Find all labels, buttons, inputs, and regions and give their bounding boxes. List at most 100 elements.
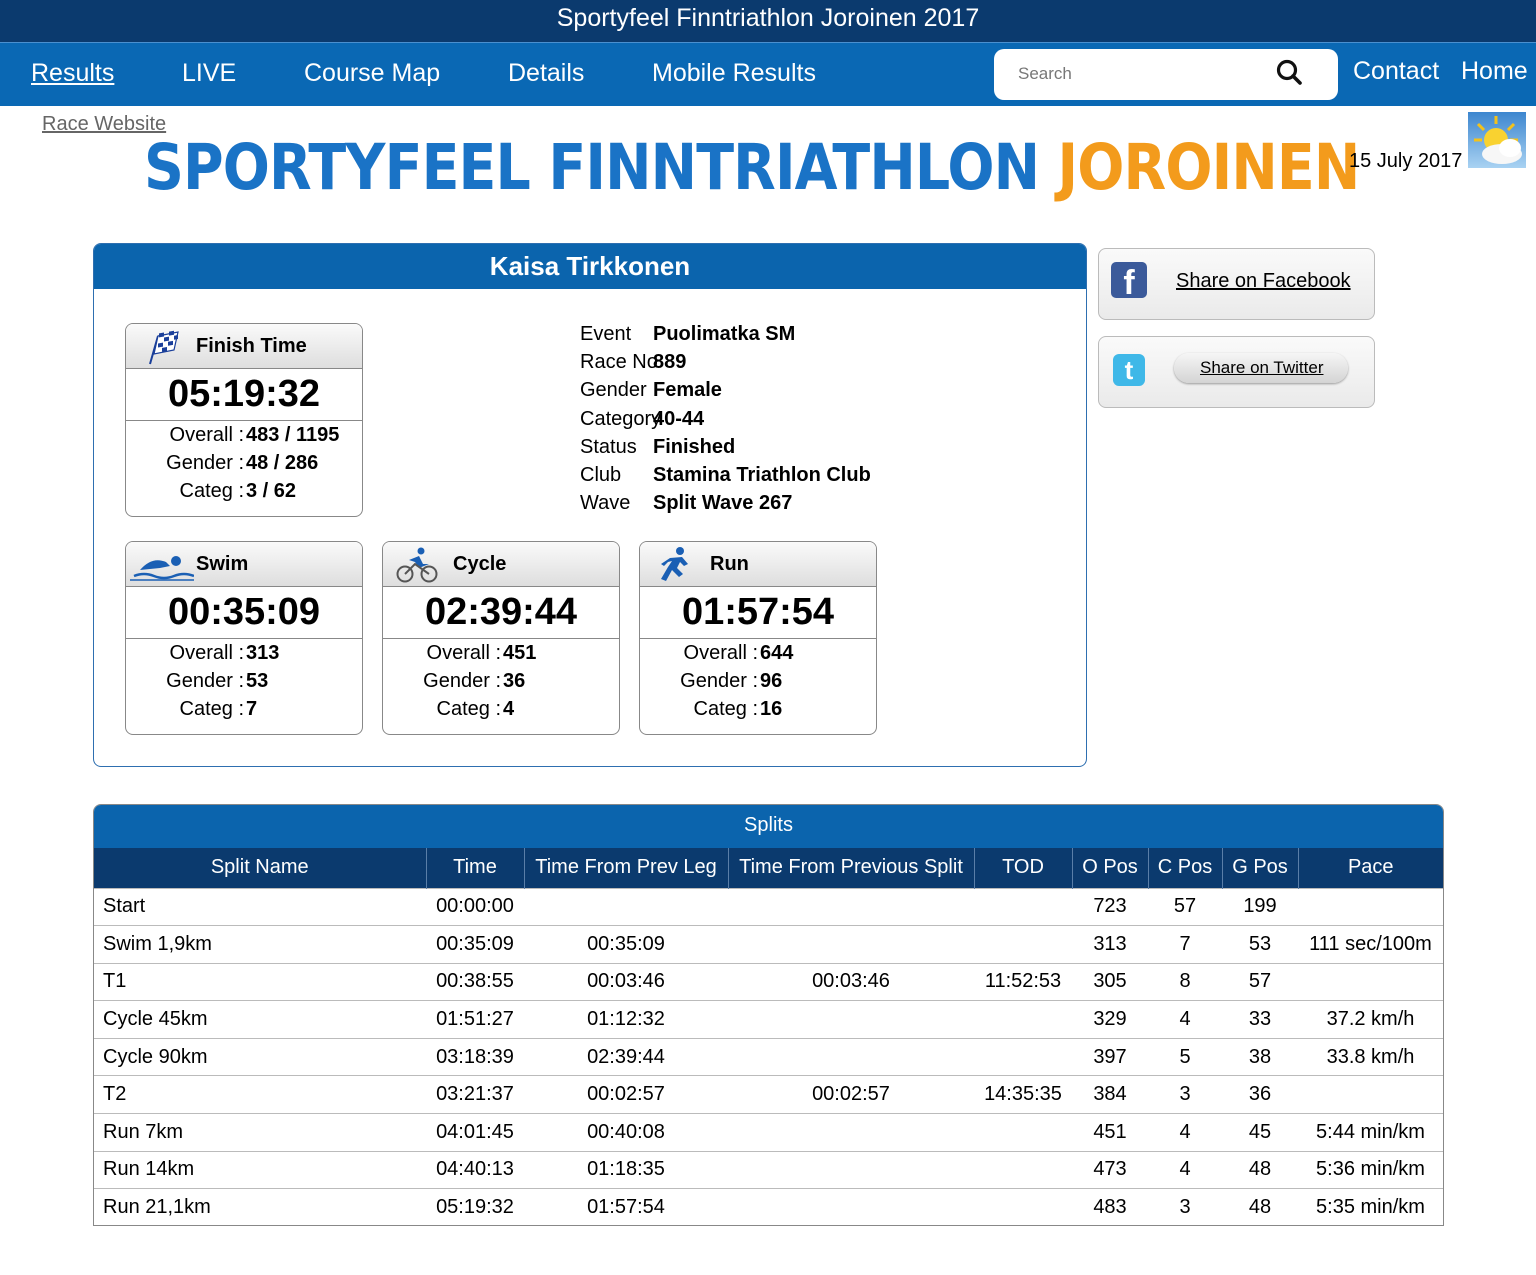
split-time-prev-split: 00:03:46	[728, 962, 974, 1001]
col-time: Time	[426, 848, 525, 888]
facebook-icon[interactable]: f	[1111, 262, 1147, 298]
twitter-icon[interactable]: t	[1113, 354, 1145, 386]
split-pace: 111 sec/100m	[1298, 925, 1443, 964]
split-o-pos: 313	[1072, 925, 1148, 964]
info-value-category: 40-44	[653, 408, 705, 430]
split-g-pos: 33	[1222, 1000, 1298, 1039]
swim-time: 00:35:09	[126, 587, 362, 639]
cycle-time: 02:39:44	[383, 587, 619, 639]
athlete-panel: Kaisa Tirkkonen Finish Time 05:19:32	[93, 243, 1087, 767]
split-g-pos: 48	[1222, 1150, 1298, 1189]
categ-value: 7	[246, 698, 258, 720]
table-row: Run 14km 04:40:13 01:18:35 473 4 48 5:36 min/k…	[94, 1150, 1443, 1189]
nav-live[interactable]: LIVE	[182, 59, 237, 87]
categ-label: Categ :	[179, 698, 244, 720]
split-pace: 5:44 min/km	[1298, 1113, 1443, 1152]
split-time-prev-split	[728, 925, 974, 964]
overall-label: Overall :	[169, 424, 244, 446]
split-pace: 37.2 km/h	[1298, 1000, 1443, 1039]
split-c-pos: 3	[1148, 1075, 1222, 1114]
race-website-link[interactable]: Race Website	[42, 113, 167, 135]
split-name: Run 7km	[94, 1113, 426, 1152]
swim-overall-row: Overall : 313	[126, 642, 362, 670]
split-c-pos: 3	[1148, 1188, 1222, 1225]
cyclist-icon	[396, 547, 438, 583]
split-c-pos: 5	[1148, 1037, 1222, 1076]
info-value-race-no: 889	[653, 351, 687, 373]
share-facebook-box[interactable]: f Share on Facebook	[1098, 248, 1375, 320]
nav-results[interactable]: Results	[31, 59, 115, 87]
nav-home[interactable]: Home	[1461, 57, 1528, 85]
splits-table: Split Name Time Time From Prev Leg Time …	[94, 848, 1443, 1225]
split-time: 04:40:13	[426, 1150, 524, 1189]
gender-value: 53	[246, 670, 269, 692]
run-time: 01:57:54	[640, 587, 876, 639]
split-g-pos: 38	[1222, 1037, 1298, 1076]
table-row: Cycle 45km 01:51:27 01:12:32 329 4 33 37.2 km/…	[94, 1000, 1443, 1039]
overall-value: 483 / 1195	[246, 424, 340, 446]
nav-contact[interactable]: Contact	[1353, 57, 1440, 85]
nav-mobile-results[interactable]: Mobile Results	[652, 59, 816, 87]
nav-details[interactable]: Details	[508, 59, 585, 87]
cycle-overall-row: Overall : 451	[383, 642, 619, 670]
cycle-categ-row: Categ : 4	[383, 698, 619, 726]
split-name: Cycle 45km	[94, 1000, 426, 1039]
share-facebook-link[interactable]: Share on Facebook	[1176, 270, 1351, 292]
col-time-from-prev-split: Time From Previous Split	[728, 848, 975, 888]
col-tod: TOD	[974, 848, 1073, 888]
split-time: 03:18:39	[426, 1037, 524, 1076]
finish-time-label: Finish Time	[196, 335, 307, 357]
finish-gender-row: Gender : 48 / 286	[126, 452, 362, 480]
info-key-club: Club	[580, 464, 622, 486]
share-twitter-box[interactable]: t Share on Twitter	[1098, 336, 1375, 408]
search-icon[interactable]	[1275, 58, 1303, 86]
split-c-pos: 7	[1148, 925, 1222, 964]
split-time-prev-leg: 01:12:32	[524, 1000, 728, 1039]
run-box: Run 01:57:54 Overall : 644 Gender : 96 C…	[639, 541, 877, 735]
split-g-pos: 199	[1222, 887, 1298, 926]
info-key-category: Category	[580, 408, 662, 430]
col-g-pos: G Pos	[1222, 848, 1299, 888]
info-key-wave: Wave	[580, 492, 631, 514]
split-name: T2	[94, 1075, 426, 1114]
split-time-prev-split	[728, 1037, 974, 1076]
swim-box: Swim 00:35:09 Overall : 313 Gender : 53 …	[125, 541, 363, 735]
share-twitter-button[interactable]: Share on Twitter	[1174, 353, 1348, 383]
finish-time-header: Finish Time	[126, 324, 362, 369]
categ-label: Categ :	[693, 698, 758, 720]
table-row: Run 7km 04:01:45 00:40:08 451 4 45 5:44 min/km	[94, 1113, 1443, 1152]
split-pace: 33.8 km/h	[1298, 1037, 1443, 1076]
splits-title: Splits	[94, 805, 1443, 848]
categ-label: Categ :	[179, 480, 244, 502]
split-tod	[974, 1000, 1072, 1039]
gender-value: 48 / 286	[246, 452, 319, 474]
split-tod	[974, 1113, 1072, 1152]
split-time: 00:38:55	[426, 962, 524, 1001]
gender-label: Gender :	[423, 670, 501, 692]
categ-value: 4	[503, 698, 515, 720]
overall-value: 313	[246, 642, 280, 664]
split-time: 00:00:00	[426, 887, 524, 926]
split-o-pos: 473	[1072, 1150, 1148, 1189]
split-c-pos: 4	[1148, 1113, 1222, 1152]
search-input[interactable]	[1018, 59, 1268, 89]
split-tod: 14:35:35	[974, 1075, 1072, 1114]
nav-course-map[interactable]: Course Map	[304, 59, 441, 87]
cycle-header: Cycle	[383, 542, 619, 587]
info-value-gender: Female	[653, 379, 722, 401]
swim-categ-row: Categ : 7	[126, 698, 362, 726]
split-time-prev-leg: 00:35:09	[524, 925, 728, 964]
checkered-flag-icon	[149, 330, 179, 365]
categ-label: Categ :	[436, 698, 501, 720]
split-o-pos: 329	[1072, 1000, 1148, 1039]
page-title-bar: Sportyfeel Finntriathlon Joroinen 2017	[0, 0, 1536, 42]
split-tod	[974, 1037, 1072, 1076]
share-twitter-link[interactable]: Share on Twitter	[1200, 358, 1324, 377]
table-row: T2 03:21:37 00:02:57 00:02:57 14:35:35 384 3 36	[94, 1075, 1443, 1114]
split-name: Start	[94, 887, 426, 926]
split-pace	[1298, 962, 1443, 1001]
cycle-box: Cycle 02:39:44 Overall : 451 Gender : 36…	[382, 541, 620, 735]
split-o-pos: 723	[1072, 887, 1148, 926]
split-time-prev-leg: 02:39:44	[524, 1037, 728, 1076]
table-row: Swim 1,9km 00:35:09 00:35:09 313 7 53 111 sec/…	[94, 925, 1443, 964]
